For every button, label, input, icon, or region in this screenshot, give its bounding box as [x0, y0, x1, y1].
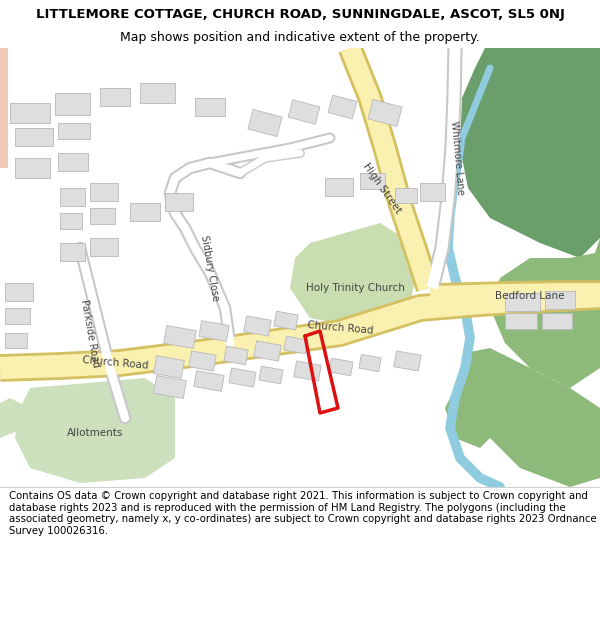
Bar: [15, 128, 53, 146]
Bar: [359, 354, 381, 372]
Bar: [5, 283, 33, 301]
Bar: [328, 95, 357, 119]
Bar: [5, 308, 30, 324]
Bar: [58, 123, 90, 139]
Bar: [100, 88, 130, 106]
Text: Holy Trinity Church: Holy Trinity Church: [305, 283, 404, 293]
Bar: [259, 366, 283, 384]
Bar: [394, 351, 421, 371]
Bar: [325, 178, 353, 196]
Bar: [329, 358, 353, 376]
Bar: [254, 341, 281, 361]
Bar: [165, 193, 193, 211]
Bar: [294, 361, 321, 381]
Text: Church Road: Church Road: [82, 355, 148, 371]
Bar: [15, 158, 50, 178]
Bar: [55, 93, 90, 115]
Bar: [90, 183, 118, 201]
Text: Contains OS data © Crown copyright and database right 2021. This information is : Contains OS data © Crown copyright and d…: [9, 491, 596, 536]
Bar: [244, 316, 271, 336]
Bar: [60, 213, 82, 229]
Bar: [194, 371, 224, 391]
Bar: [505, 313, 537, 329]
Bar: [395, 188, 417, 203]
Bar: [195, 98, 225, 116]
Text: Parkside Road: Parkside Road: [79, 298, 101, 368]
Polygon shape: [445, 378, 500, 448]
Bar: [60, 188, 85, 206]
Bar: [0, 48, 8, 168]
Bar: [288, 99, 320, 124]
Bar: [229, 368, 256, 387]
Bar: [189, 351, 216, 371]
Bar: [360, 173, 385, 189]
Text: Church Road: Church Road: [307, 320, 373, 336]
Bar: [368, 99, 402, 126]
Bar: [542, 313, 572, 329]
Text: LITTLEMORE COTTAGE, CHURCH ROAD, SUNNINGDALE, ASCOT, SL5 0NJ: LITTLEMORE COTTAGE, CHURCH ROAD, SUNNING…: [35, 8, 565, 21]
Bar: [90, 208, 115, 224]
Polygon shape: [290, 223, 420, 328]
Polygon shape: [15, 378, 175, 483]
Bar: [545, 291, 575, 309]
Polygon shape: [460, 348, 600, 487]
Text: Bedford Lane: Bedford Lane: [495, 291, 565, 301]
Bar: [154, 376, 187, 399]
Polygon shape: [0, 398, 30, 438]
Bar: [420, 183, 445, 201]
Bar: [130, 203, 160, 221]
Bar: [5, 333, 27, 348]
Bar: [248, 109, 282, 136]
Text: High Street: High Street: [361, 161, 403, 215]
Bar: [164, 326, 196, 349]
Bar: [58, 153, 88, 171]
Text: Whitmore Lane: Whitmore Lane: [449, 121, 465, 196]
Bar: [284, 336, 308, 354]
Bar: [90, 238, 118, 256]
Text: Map shows position and indicative extent of the property.: Map shows position and indicative extent…: [120, 31, 480, 44]
Bar: [154, 356, 184, 378]
Bar: [274, 311, 298, 330]
Polygon shape: [490, 238, 600, 388]
Bar: [199, 321, 229, 341]
Text: Sidbury Close: Sidbury Close: [199, 234, 221, 302]
Bar: [60, 243, 85, 261]
Bar: [10, 103, 50, 123]
Bar: [140, 83, 175, 103]
Text: Allotments: Allotments: [67, 428, 123, 438]
Polygon shape: [460, 48, 600, 258]
Bar: [505, 293, 540, 311]
Bar: [224, 346, 248, 365]
